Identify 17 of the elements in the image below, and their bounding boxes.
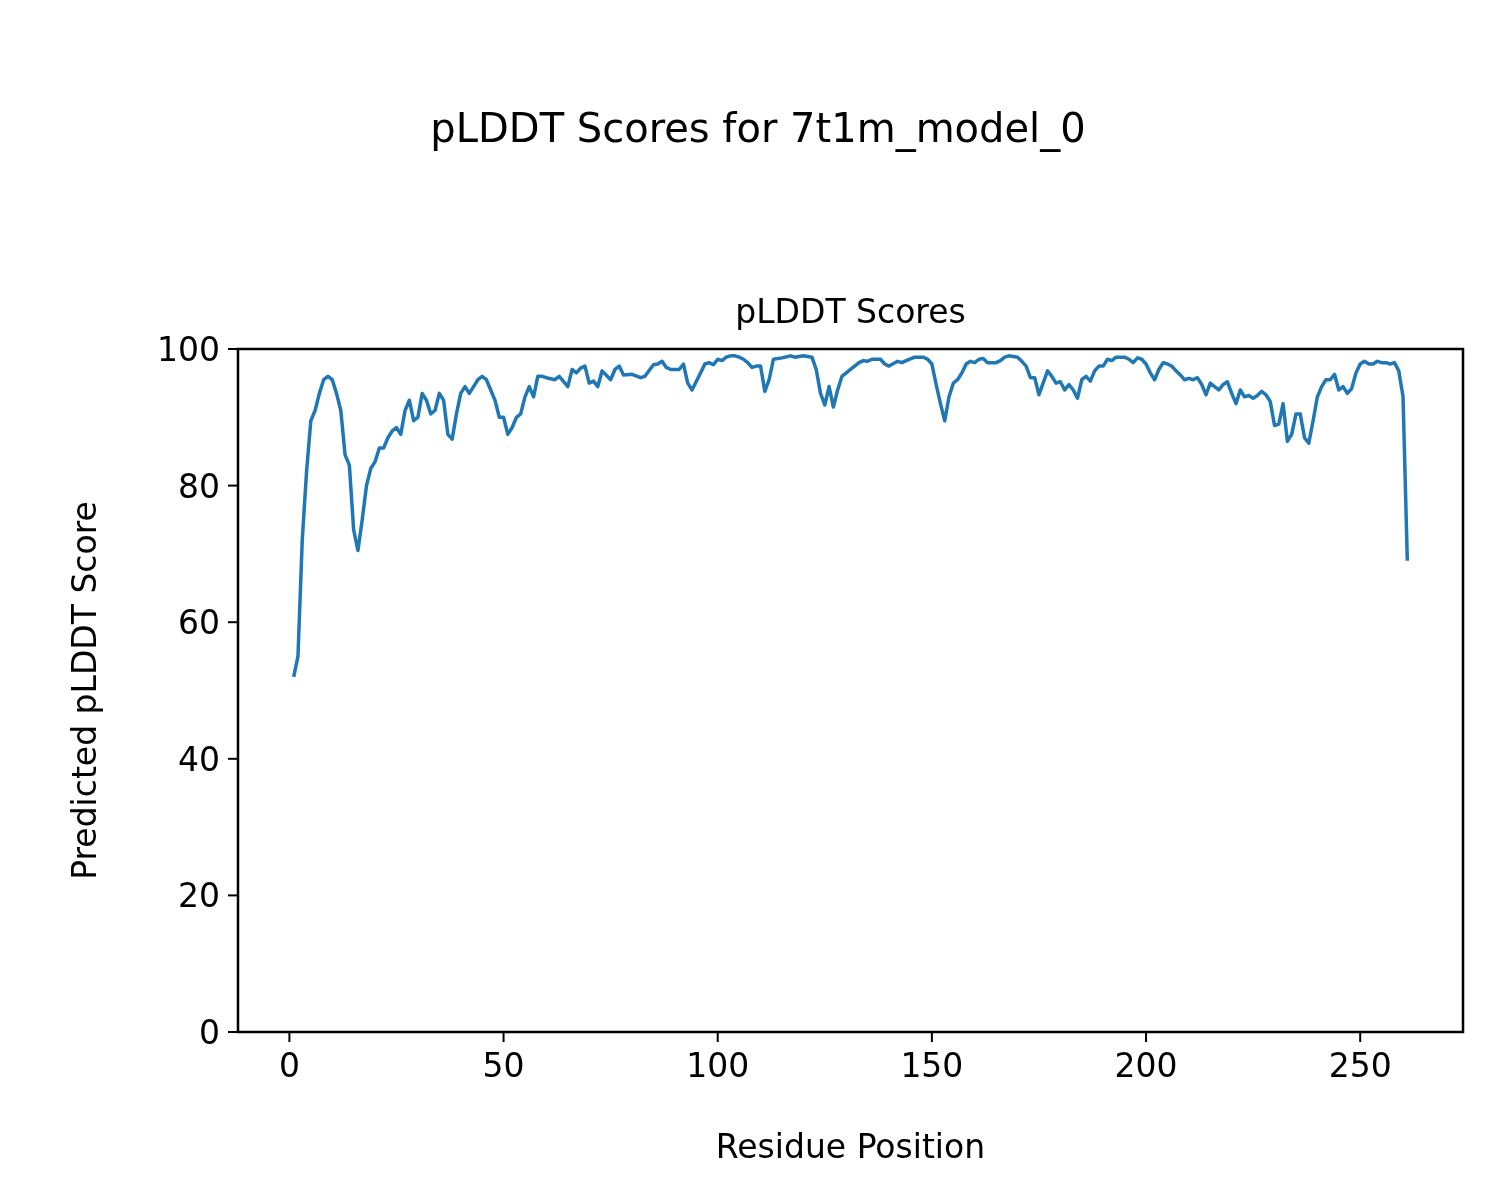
y-axis-title: Predicted pLDDT Score (65, 501, 104, 880)
chart-title: pLDDT Scores for 7t1m_model_0 (430, 105, 1086, 152)
x-tick-label: 100 (686, 1046, 750, 1085)
y-tick-label: 60 (178, 603, 220, 643)
x-tick-label: 0 (278, 1046, 300, 1085)
x-axis-title: Residue Position (715, 1127, 986, 1166)
x-tick-label: 150 (900, 1046, 964, 1085)
y-tick-label: 100 (157, 330, 220, 369)
y-tick-label: 80 (178, 466, 220, 506)
y-tick-label: 20 (178, 876, 220, 916)
line-series (291, 354, 1410, 679)
x-tick-label: 50 (482, 1046, 525, 1085)
y-tick-label: 40 (178, 739, 220, 779)
chart-subtitle: pLDDT Scores (735, 292, 966, 331)
x-tick-label: 250 (1328, 1046, 1392, 1085)
y-tick-label: 0 (199, 1013, 220, 1052)
x-tick-label: 200 (1114, 1046, 1178, 1085)
